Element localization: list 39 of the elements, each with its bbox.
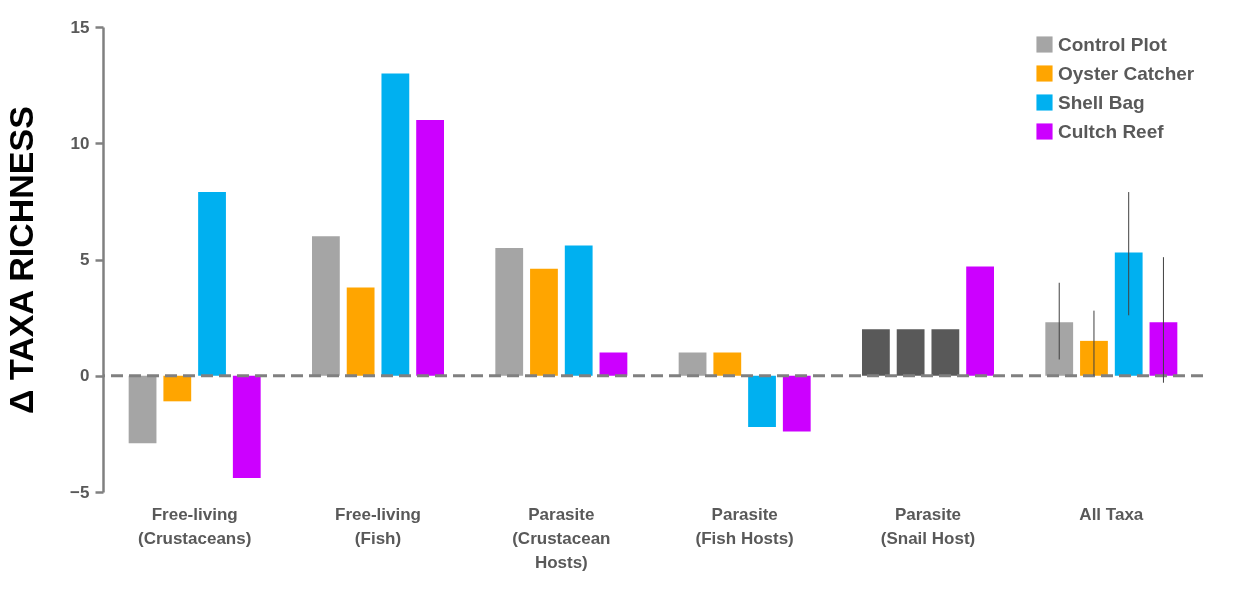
bar: [748, 375, 776, 427]
bar: [1149, 322, 1178, 376]
bar: [530, 268, 558, 376]
bar: [599, 352, 628, 376]
bar: [128, 375, 157, 444]
bar: [862, 329, 890, 376]
y-tick-label: 15: [70, 17, 90, 37]
x-tick-label: Free-living (Crustaceans): [137, 504, 252, 548]
legend-label: Cultch Reef: [1058, 120, 1165, 142]
y-tick-label: 10: [70, 133, 90, 153]
bar: [1114, 252, 1143, 376]
x-tick-label: Free-living (Fish): [335, 504, 421, 548]
legend-label: Oyster Catcher: [1058, 62, 1195, 84]
bar: [713, 352, 742, 376]
bar: [896, 329, 925, 376]
bar: [931, 329, 960, 376]
bar: [495, 247, 524, 376]
x-tick-label: Parasite (Crustacean Hosts): [512, 504, 611, 572]
bar: [312, 236, 340, 376]
legend-label: Control Plot: [1058, 33, 1168, 55]
bar: [416, 120, 444, 376]
bar: [564, 245, 593, 376]
bar: [782, 375, 811, 432]
bar: [163, 375, 192, 402]
y-axis-title: Δ TAXA RICHNESS: [2, 106, 41, 414]
y-tick-label: −5: [70, 482, 90, 502]
bar: [966, 266, 994, 376]
x-tick-label: Parasite (Fish Hosts): [695, 504, 794, 548]
bar: [381, 73, 410, 376]
bar: [198, 192, 226, 376]
legend-label: Shell Bag: [1058, 91, 1145, 113]
bar: [678, 352, 707, 376]
y-tick-label: 0: [80, 366, 90, 386]
bar: [1045, 322, 1074, 376]
x-tick-label: All Taxa: [1079, 504, 1144, 524]
bar: [346, 287, 375, 376]
y-tick-label: 5: [80, 250, 90, 269]
x-tick-label: Parasite (Snail Host): [880, 504, 976, 548]
bar: [232, 375, 261, 479]
